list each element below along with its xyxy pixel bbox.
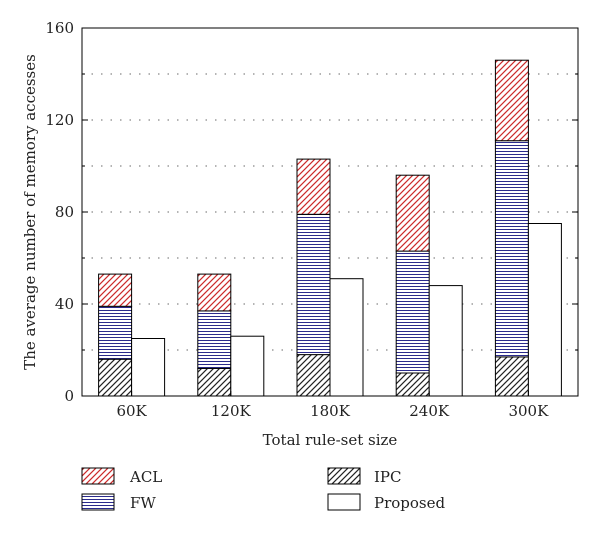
bar-ipc-300k bbox=[494, 356, 529, 397]
bar-fw-240k bbox=[395, 250, 430, 374]
bar-acl-60k bbox=[98, 273, 133, 307]
legend-label-proposed: Proposed bbox=[374, 494, 446, 512]
bar-fw-300k bbox=[494, 140, 529, 358]
y-tick-label: 0 bbox=[64, 387, 74, 405]
y-tick-label: 120 bbox=[45, 111, 74, 129]
legend-swatch-acl bbox=[81, 467, 115, 485]
bar-ipc-60k bbox=[98, 358, 133, 397]
legend-label-fw: FW bbox=[130, 494, 156, 512]
bar-acl-300k bbox=[494, 59, 529, 142]
bar-fw-60k bbox=[98, 305, 133, 360]
y-axis: 0 40 80 120 160 bbox=[45, 19, 578, 405]
bars bbox=[98, 59, 562, 397]
y-tick-label: 80 bbox=[55, 203, 74, 221]
x-axis: 60K 120K 180K 240K 300K bbox=[116, 391, 549, 420]
bar-fw-120k bbox=[197, 310, 232, 369]
legend-item-fw: FW bbox=[81, 493, 156, 512]
legend-item-ipc: IPC bbox=[327, 467, 402, 486]
legend-label-acl: ACL bbox=[129, 468, 162, 486]
bar-proposed-120k bbox=[230, 335, 265, 397]
bar-ipc-180k bbox=[296, 354, 331, 397]
bar-proposed-180k bbox=[329, 278, 364, 397]
legend-label-ipc: IPC bbox=[374, 468, 402, 486]
bar-acl-240k bbox=[395, 174, 430, 252]
legend-item-proposed: Proposed bbox=[327, 493, 446, 512]
y-tick-label: 40 bbox=[55, 295, 74, 313]
x-tick-label: 240K bbox=[409, 402, 450, 420]
bar-ipc-120k bbox=[197, 367, 232, 397]
x-tick-label: 180K bbox=[310, 402, 351, 420]
bar-acl-120k bbox=[197, 273, 232, 312]
legend-swatch-proposed bbox=[327, 493, 361, 511]
bar-ipc-240k bbox=[395, 372, 430, 397]
legend: ACL IPC FW Proposed bbox=[81, 467, 446, 512]
y-tick-label: 160 bbox=[45, 19, 74, 37]
bar-proposed-300k bbox=[527, 223, 562, 397]
legend-item-acl: ACL bbox=[81, 467, 162, 486]
x-tick-label: 60K bbox=[116, 402, 147, 420]
bar-proposed-240k bbox=[428, 285, 463, 397]
legend-swatch-ipc bbox=[327, 467, 361, 485]
bar-fw-180k bbox=[296, 213, 331, 356]
legend-swatch-fw bbox=[81, 493, 115, 511]
x-tick-label: 300K bbox=[508, 402, 549, 420]
bar-proposed-60k bbox=[131, 338, 166, 397]
x-axis-title: Total rule-set size bbox=[263, 431, 398, 449]
y-axis-title: The average number of memory accesses bbox=[21, 54, 39, 370]
x-tick-label: 120K bbox=[211, 402, 252, 420]
bar-acl-180k bbox=[296, 158, 331, 215]
